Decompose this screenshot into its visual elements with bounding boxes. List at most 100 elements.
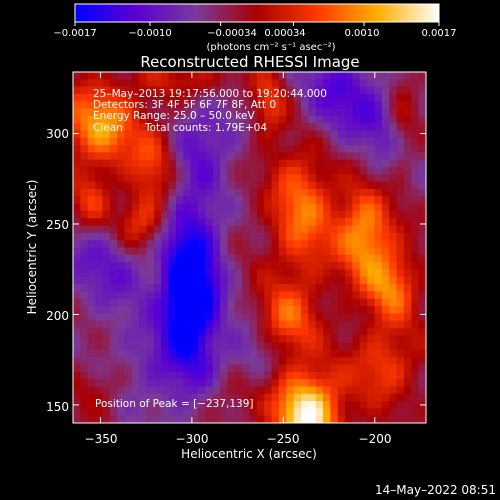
heatmap-cell: [87, 313, 96, 322]
heatmap-cell: [198, 327, 206, 336]
heatmap-cell: [359, 313, 368, 322]
heatmap-cell: [418, 247, 426, 256]
heatmap-cell: [73, 123, 81, 132]
heatmap-cell: [131, 306, 140, 314]
heatmap-cell: [80, 284, 89, 292]
heatmap-cell: [146, 408, 155, 417]
heatmap-cell: [205, 393, 214, 402]
heatmap-cell: [300, 349, 309, 358]
heatmap-cell: [234, 232, 243, 241]
heatmap-cell: [146, 181, 155, 190]
heatmap-cell: [389, 167, 398, 175]
heatmap-cell: [87, 203, 96, 212]
heatmap-cell: [102, 93, 111, 102]
heatmap-cell: [286, 327, 295, 336]
heatmap-cell: [168, 225, 177, 234]
heatmap-cell: [175, 181, 184, 190]
heatmap-cell: [73, 349, 81, 358]
heatmap-cell: [352, 379, 361, 388]
heatmap-cell: [411, 408, 420, 417]
heatmap-cell: [168, 386, 177, 395]
heatmap-cell: [175, 291, 184, 300]
heatmap-cell: [87, 335, 96, 344]
heatmap-cell: [323, 247, 331, 256]
heatmap-cell: [124, 225, 133, 234]
heatmap-cell: [271, 152, 280, 161]
heatmap-cell: [264, 357, 273, 366]
heatmap-cell: [249, 313, 258, 322]
heatmap-cell: [205, 115, 214, 124]
heatmap-cell: [286, 152, 295, 161]
heatmap-cell: [95, 167, 104, 175]
heatmap-cell: [87, 167, 96, 175]
heatmap-cell: [256, 247, 265, 256]
heatmap-cell: [352, 93, 361, 102]
heatmap-cell: [249, 86, 258, 95]
heatmap-cell: [161, 101, 170, 110]
heatmap-cell: [183, 72, 192, 80]
heatmap-cell: [330, 218, 339, 227]
heatmap-cell: [220, 276, 229, 285]
heatmap-cell: [271, 159, 280, 168]
heatmap-cell: [403, 379, 412, 388]
heatmap-cell: [293, 342, 302, 351]
heatmap-cell: [175, 232, 184, 241]
heatmap-cell: [381, 415, 390, 423]
heatmap-cell: [124, 108, 133, 117]
heatmap-cell: [131, 357, 140, 366]
heatmap-cell: [315, 291, 324, 300]
heatmap-cell: [389, 115, 398, 124]
heatmap-cell: [345, 196, 354, 205]
heatmap-cell: [198, 298, 206, 307]
heatmap-cell: [352, 210, 361, 219]
heatmap-cell: [161, 115, 170, 124]
heatmap-cell: [161, 298, 170, 307]
heatmap-cell: [161, 181, 170, 190]
heatmap-cell: [367, 232, 376, 241]
heatmap-cell: [403, 130, 412, 139]
heatmap-cell: [337, 93, 346, 102]
heatmap-cell: [95, 401, 104, 409]
heatmap-cell: [403, 232, 412, 241]
heatmap-cell: [418, 86, 426, 95]
heatmap-cell: [234, 108, 243, 117]
heatmap-cell: [198, 254, 206, 263]
heatmap-cell: [271, 108, 280, 117]
heatmap-cell: [300, 79, 309, 88]
heatmap-cell: [389, 145, 398, 154]
heatmap-cell: [198, 167, 206, 175]
heatmap-cell: [146, 262, 155, 271]
heatmap-cell: [403, 284, 412, 292]
heatmap-cell: [271, 401, 280, 409]
heatmap-cell: [117, 137, 126, 146]
heatmap-cell: [161, 364, 170, 373]
heatmap-cell: [300, 364, 309, 373]
heatmap-cell: [278, 240, 287, 249]
heatmap-cell: [278, 225, 287, 234]
heatmap-cell: [212, 101, 221, 110]
heatmap-cell: [278, 298, 287, 307]
heatmap-cell: [205, 327, 214, 336]
heatmap-cell: [337, 269, 346, 278]
heatmap-cell: [418, 203, 426, 212]
heatmap-cell: [168, 342, 177, 351]
heatmap-cell: [374, 269, 383, 278]
heatmap-cell: [109, 320, 118, 329]
heatmap-cell: [345, 123, 354, 132]
heatmap-cell: [109, 101, 118, 110]
heatmap-cell: [117, 349, 126, 358]
heatmap-cell: [352, 152, 361, 161]
heatmap-cell: [345, 181, 354, 190]
heatmap-cell: [95, 101, 104, 110]
heatmap-cell: [308, 357, 317, 366]
heatmap-cell: [242, 371, 251, 380]
heatmap-cell: [220, 108, 229, 117]
heatmap-cell: [175, 276, 184, 285]
heatmap-cell: [131, 174, 140, 183]
heatmap-cell: [205, 284, 214, 292]
heatmap-cell: [249, 371, 258, 380]
heatmap-cell: [278, 342, 287, 351]
heatmap-cell: [205, 357, 214, 366]
heatmap-cell: [256, 284, 265, 292]
heatmap-cell: [323, 284, 331, 292]
